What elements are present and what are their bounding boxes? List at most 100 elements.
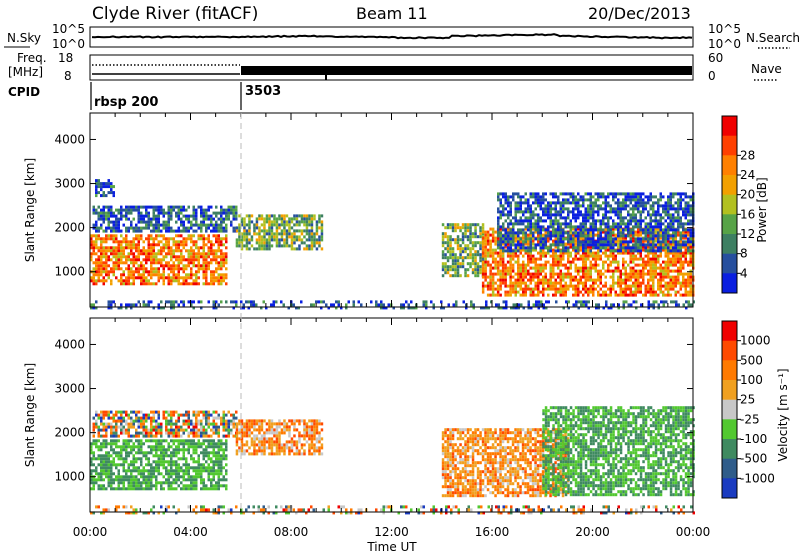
data-cell xyxy=(517,263,520,267)
data-cell xyxy=(167,282,170,286)
data-cell xyxy=(122,442,125,446)
data-cell xyxy=(192,264,195,268)
data-cell xyxy=(669,287,672,291)
data-cell xyxy=(162,273,165,277)
data-cell xyxy=(644,266,647,270)
data-cell xyxy=(145,451,148,455)
data-cell xyxy=(552,257,555,261)
data-cell xyxy=(212,243,215,247)
data-cell xyxy=(345,303,348,307)
data-cell xyxy=(577,225,580,229)
data-cell xyxy=(207,267,210,271)
data-cell xyxy=(125,487,128,491)
data-cell xyxy=(667,260,670,264)
data-cell xyxy=(634,257,637,261)
data-cell xyxy=(407,306,410,310)
data-cell xyxy=(604,204,607,208)
data-cell xyxy=(529,246,532,250)
data-cell xyxy=(584,278,587,282)
y-tick-label: 1000 xyxy=(54,265,85,279)
data-cell xyxy=(215,211,218,215)
data-cell xyxy=(491,266,495,270)
data-cell xyxy=(682,272,685,276)
data-cell xyxy=(152,282,155,286)
data-cell xyxy=(313,214,316,218)
data-cell xyxy=(135,237,138,241)
data-cell xyxy=(567,216,570,220)
data-cell xyxy=(290,241,294,245)
data-cell xyxy=(529,281,532,285)
data-cell xyxy=(569,272,572,276)
data-cell xyxy=(684,216,687,220)
data-cell xyxy=(187,237,190,241)
data-cell xyxy=(310,247,314,251)
data-cell xyxy=(532,293,535,297)
data-cell xyxy=(187,249,190,253)
data-cell xyxy=(619,284,622,288)
data-cell xyxy=(115,451,118,455)
data-cell xyxy=(200,252,203,256)
data-cell xyxy=(501,266,505,270)
data-cell xyxy=(624,240,627,244)
data-cell xyxy=(559,192,562,196)
data-cell xyxy=(280,244,284,248)
data-cell xyxy=(569,237,572,241)
data-cell xyxy=(95,279,98,283)
data-cell xyxy=(634,201,637,205)
data-cell xyxy=(649,204,652,208)
data-cell xyxy=(552,219,555,223)
data-cell xyxy=(689,290,692,294)
data-cell xyxy=(217,303,220,307)
colorbar-swatch xyxy=(722,175,737,196)
data-cell xyxy=(459,244,462,248)
data-cell xyxy=(117,439,120,443)
station-title: Clyde River (fitACF) xyxy=(92,4,258,24)
data-cell xyxy=(235,241,239,245)
data-cell xyxy=(110,279,113,283)
data-cell xyxy=(152,258,155,262)
data-cell xyxy=(318,241,321,245)
data-cell xyxy=(609,287,612,291)
data-cell xyxy=(587,231,590,235)
data-cell xyxy=(585,303,588,307)
data-cell xyxy=(167,261,170,265)
data-cell xyxy=(298,223,301,227)
data-cell xyxy=(527,306,530,310)
data-cell xyxy=(602,195,605,199)
data-cell xyxy=(664,234,667,238)
data-cell xyxy=(182,303,185,307)
data-cell xyxy=(544,275,547,279)
data-cell xyxy=(217,229,220,233)
data-cell xyxy=(657,204,660,208)
data-cell xyxy=(592,219,595,223)
data-cell xyxy=(549,231,552,235)
data-cell xyxy=(599,234,602,238)
data-cell xyxy=(215,214,218,218)
data-cell xyxy=(142,487,145,491)
data-cell xyxy=(669,236,672,240)
data-cell xyxy=(451,238,455,242)
data-cell xyxy=(90,240,93,244)
data-cell xyxy=(107,469,110,473)
data-cell xyxy=(167,240,170,244)
data-cell xyxy=(642,263,645,267)
data-cell xyxy=(107,472,110,476)
data-cell xyxy=(451,247,455,251)
data-cell xyxy=(459,253,462,257)
power-data xyxy=(90,179,695,310)
data-cell xyxy=(207,223,210,227)
data-cell xyxy=(669,234,672,238)
data-cell xyxy=(504,192,507,196)
data-cell xyxy=(456,223,460,227)
data-cell xyxy=(549,192,552,196)
data-cell xyxy=(532,303,535,307)
data-cell xyxy=(263,235,266,239)
data-cell xyxy=(310,226,314,230)
data-cell xyxy=(664,275,667,279)
data-cell xyxy=(684,234,687,238)
data-cell xyxy=(157,267,160,271)
data-cell xyxy=(585,300,588,304)
data-cell xyxy=(524,272,527,276)
data-cell xyxy=(592,254,595,258)
